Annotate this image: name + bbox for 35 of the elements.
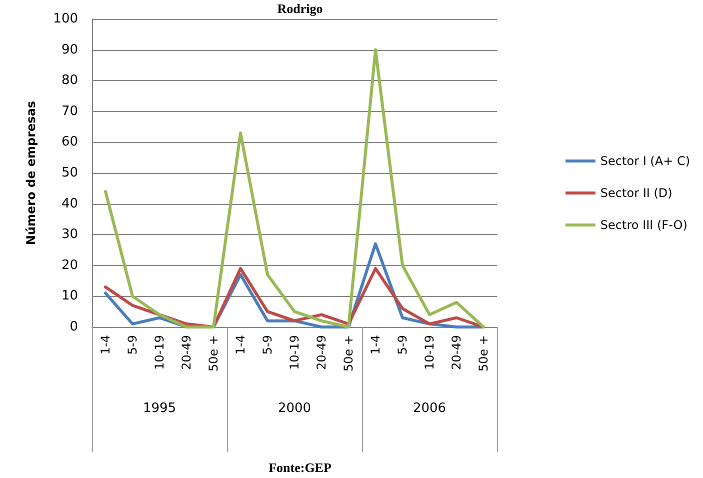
chart-title: Rodrigo (277, 1, 323, 16)
y-tick-label: 100 (53, 12, 78, 26)
y-tick-label: 80 (61, 73, 78, 88)
y-tick-label: 0 (70, 320, 78, 334)
x-tick-label: 50e + (476, 335, 490, 372)
y-tick-label: 40 (61, 196, 78, 212)
text: 2000 (278, 401, 312, 416)
y-axis-title: Número de empresas (24, 100, 38, 246)
source-note: Fonte:GEP (268, 460, 332, 475)
y-tick-label: 70 (61, 104, 78, 119)
x-tick-label: 20-49 (450, 335, 464, 370)
text: 2006 (412, 401, 446, 416)
x-tick-label: 10-19 (152, 335, 166, 370)
x-tick-label: 50e + (206, 335, 220, 372)
x-tick-label: 5-9 (396, 335, 410, 355)
x-tick-label: 5-9 (260, 335, 274, 355)
x-tick-label: 1-4 (98, 335, 112, 355)
x-tick-label: 20-49 (180, 335, 194, 370)
x-tick-label: 20-49 (314, 335, 328, 370)
x-tick-label: 5-9 (126, 335, 140, 355)
x-tick-label: 10-19 (422, 335, 436, 370)
x-tick-label: 1-4 (368, 335, 382, 355)
y-tick-label: 30 (61, 227, 78, 242)
y-tick-label: 10 (61, 288, 78, 304)
legend-label: Sectro III (F-O) (600, 218, 688, 232)
x-tick-label: 10-19 (288, 335, 302, 370)
y-tick-label: 20 (61, 258, 78, 273)
legend-label: Sector I (A+ C) (600, 154, 690, 168)
x-tick-label: 50e + (342, 335, 356, 372)
x-tick-label: 1-4 (234, 335, 248, 355)
y-tick-label: 90 (61, 42, 78, 58)
text: 1995 (142, 401, 176, 416)
legend-label: Sector II (D) (600, 186, 672, 200)
y-tick-label: 60 (61, 134, 78, 150)
y-tick-label: 50 (61, 166, 78, 180)
